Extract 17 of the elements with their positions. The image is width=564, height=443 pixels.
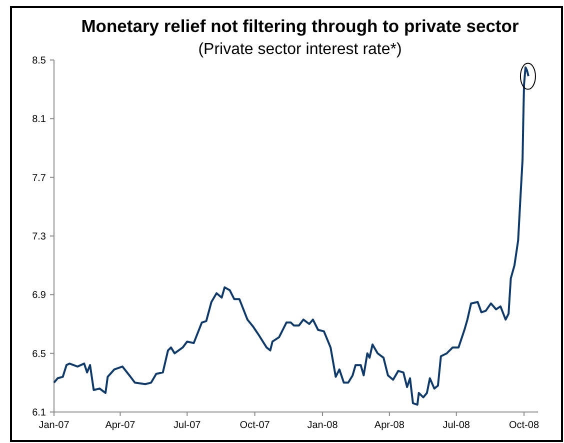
y-tick-label: 7.3 — [32, 232, 46, 242]
x-tick-label: Jan-08 — [307, 420, 338, 431]
y-tick-label: 6.5 — [32, 348, 46, 360]
x-tick-label: Apr-08 — [374, 420, 405, 431]
chart-title: Monetary relief not filtering through to private sector — [81, 16, 519, 36]
x-tick-label: Jul-08 — [442, 420, 470, 431]
y-tick-label: 7.7 — [32, 172, 46, 184]
x-tick-label: Jan-07 — [38, 420, 70, 431]
x-tick-label: Apr-07 — [105, 420, 136, 431]
x-tick-label: Jul-07 — [174, 420, 202, 431]
y-tick-label: 8.1 — [32, 114, 46, 126]
chart-subtitle: (Private sector interest rate*) — [198, 41, 402, 58]
x-tick-label: Oct-07 — [240, 420, 270, 431]
y-tick-label: 8.5 — [32, 56, 46, 66]
y-tick-label: 6.9 — [32, 290, 46, 302]
y-tick-label: 6.1 — [32, 408, 46, 418]
x-tick-label: Oct-08 — [509, 420, 540, 431]
